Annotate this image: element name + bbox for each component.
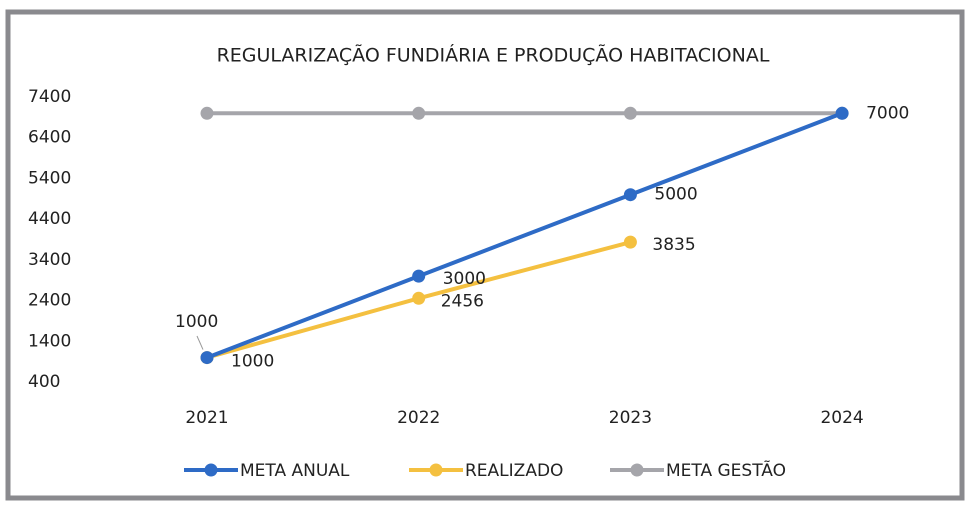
- legend-label: META ANUAL: [240, 461, 350, 481]
- data-label: 1000: [231, 352, 274, 372]
- x-tick-label: 2023: [609, 408, 652, 428]
- x-tick-label: 2021: [185, 408, 228, 428]
- leader-line: [196, 335, 204, 350]
- legend-marker: [204, 463, 218, 477]
- y-tick-label: 400: [28, 372, 60, 392]
- data-point: [200, 106, 214, 120]
- y-tick-label: 4400: [28, 209, 71, 229]
- data-point: [623, 235, 637, 249]
- data-point: [412, 106, 426, 120]
- data-point: [835, 106, 849, 120]
- chart-title: REGULARIZAÇÃO FUNDIÁRIA E PRODUÇÃO HABIT…: [217, 44, 770, 67]
- legend-label: REALIZADO: [465, 461, 563, 481]
- data-point: [412, 269, 426, 283]
- legend-label: META GESTÃO: [666, 459, 786, 481]
- data-label: 7000: [866, 103, 909, 123]
- data-point: [623, 106, 637, 120]
- series-line: [206, 111, 843, 360]
- y-tick-label: 3400: [28, 250, 71, 270]
- y-tick-label: 5400: [28, 168, 71, 188]
- data-label: 5000: [654, 185, 697, 205]
- chart-frame: [5, 9, 965, 501]
- x-tick-label: 2022: [397, 408, 440, 428]
- y-tick-label: 1400: [28, 331, 71, 351]
- x-tick-label: 2024: [820, 408, 863, 428]
- legend-marker: [429, 463, 443, 477]
- y-tick-label: 2400: [28, 291, 71, 311]
- data-label: 3835: [652, 235, 695, 255]
- data-label: 1000: [175, 312, 218, 332]
- data-point: [623, 188, 637, 202]
- data-point: [412, 291, 426, 305]
- legend-marker: [630, 463, 644, 477]
- data-label: 2456: [441, 291, 484, 311]
- data-label: 3000: [443, 269, 486, 289]
- data-point: [200, 351, 214, 365]
- y-tick-label: 7400: [28, 87, 71, 107]
- y-tick-label: 6400: [28, 128, 71, 148]
